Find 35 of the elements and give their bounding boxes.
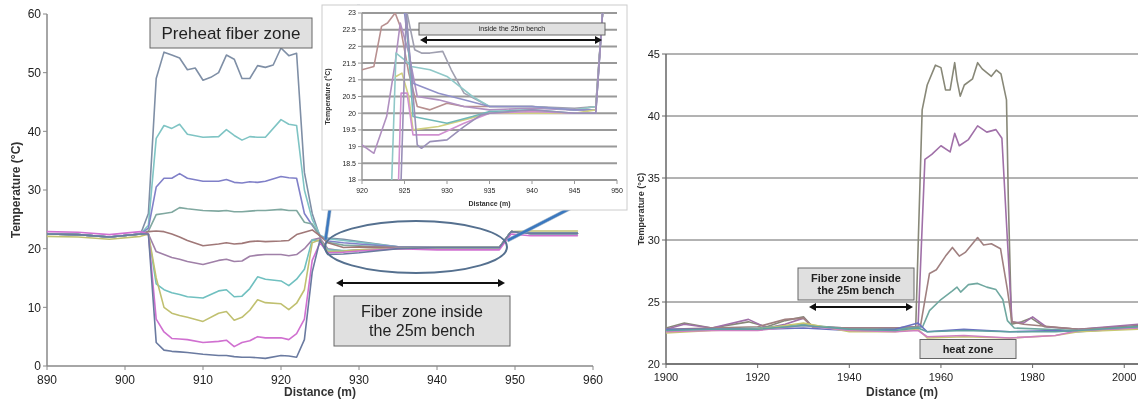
x-tick-label: 910 <box>192 373 214 387</box>
x-tick-label: 950 <box>504 373 526 387</box>
annotation: Preheat fiber zone <box>161 23 301 43</box>
y-tick-label: 20 <box>647 357 660 370</box>
y-tick-label: 20 <box>27 241 42 256</box>
y-tick-label: 45 <box>647 47 660 60</box>
y-tick-label: 30 <box>27 183 42 198</box>
x-tick-label: 2000 <box>1112 371 1137 383</box>
x-tick-label: 940 <box>426 373 448 387</box>
annotation: heat zone <box>942 342 994 355</box>
x-tick-label: 930 <box>348 373 370 387</box>
y-tick-label: 40 <box>647 109 660 122</box>
x-tick-label: 890 <box>36 373 58 387</box>
y-tick-label: 50 <box>27 65 42 80</box>
y-axis-title: Temperature (°C) <box>636 172 646 246</box>
x-tick-label: 1980 <box>1020 371 1045 383</box>
y-tick-label: 35 <box>647 171 660 184</box>
y-tick-label: 0 <box>34 359 42 374</box>
y-tick-label: 60 <box>27 7 42 22</box>
y-tick-label: 40 <box>27 124 42 139</box>
x-tick-label: 1920 <box>745 371 770 383</box>
y-tick-label: 10 <box>27 300 42 315</box>
annotation: Fiber zone inside the 25m bench <box>361 303 484 339</box>
y-tick-label: 25 <box>647 295 660 308</box>
annotation: Fiber zone inside the 25m bench <box>811 271 901 297</box>
x-tick-label: 1960 <box>928 371 954 383</box>
x-tick-label: 960 <box>582 373 604 387</box>
x-tick-label: 900 <box>114 373 136 387</box>
x-tick-label: 920 <box>270 373 292 387</box>
x-axis-title: Distance (m) <box>283 385 357 399</box>
y-tick-label: 30 <box>647 233 660 246</box>
x-tick-label: 1900 <box>653 371 679 383</box>
y-axis-title: Temperature (°C) <box>9 141 23 239</box>
x-tick-label: 1940 <box>837 371 862 383</box>
x-axis-title: Distance (m) <box>865 385 939 399</box>
